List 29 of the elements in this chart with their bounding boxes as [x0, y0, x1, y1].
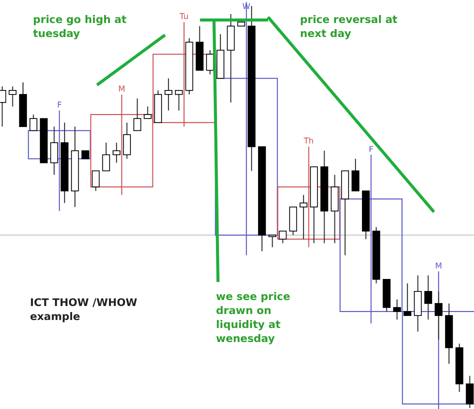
annotation: price reversal at next day — [300, 14, 398, 40]
candlestick — [278, 230, 287, 244]
candlestick — [144, 106, 152, 120]
candlestick — [30, 114, 38, 132]
candlestick — [352, 158, 360, 192]
annotation: price go high at tuesday — [33, 14, 127, 40]
annotation: M — [435, 261, 442, 270]
candlestick — [112, 142, 120, 164]
candlestick — [393, 298, 401, 320]
candlestick — [268, 234, 276, 248]
candlestick — [133, 98, 142, 132]
candlestick — [123, 122, 131, 160]
annotation: ICT THOW /WHOW example — [30, 297, 138, 323]
candlestick — [424, 274, 432, 320]
candlestick — [300, 194, 308, 240]
candlestick — [50, 126, 58, 176]
candlestick — [404, 282, 412, 316]
candlestick — [466, 375, 474, 408]
annotation: Th — [302, 136, 314, 146]
candlestick — [8, 86, 17, 107]
annotation: M — [118, 84, 126, 94]
annotation: Tu — [178, 12, 188, 22]
candlestick — [102, 142, 110, 172]
annotation: F — [368, 144, 374, 154]
annotation: we see price drawn on liquidity at wenesday — [216, 291, 290, 345]
candlestick — [164, 78, 172, 112]
candlestick — [92, 170, 100, 192]
candlestick — [174, 90, 183, 112]
annotation: F — [57, 100, 62, 110]
